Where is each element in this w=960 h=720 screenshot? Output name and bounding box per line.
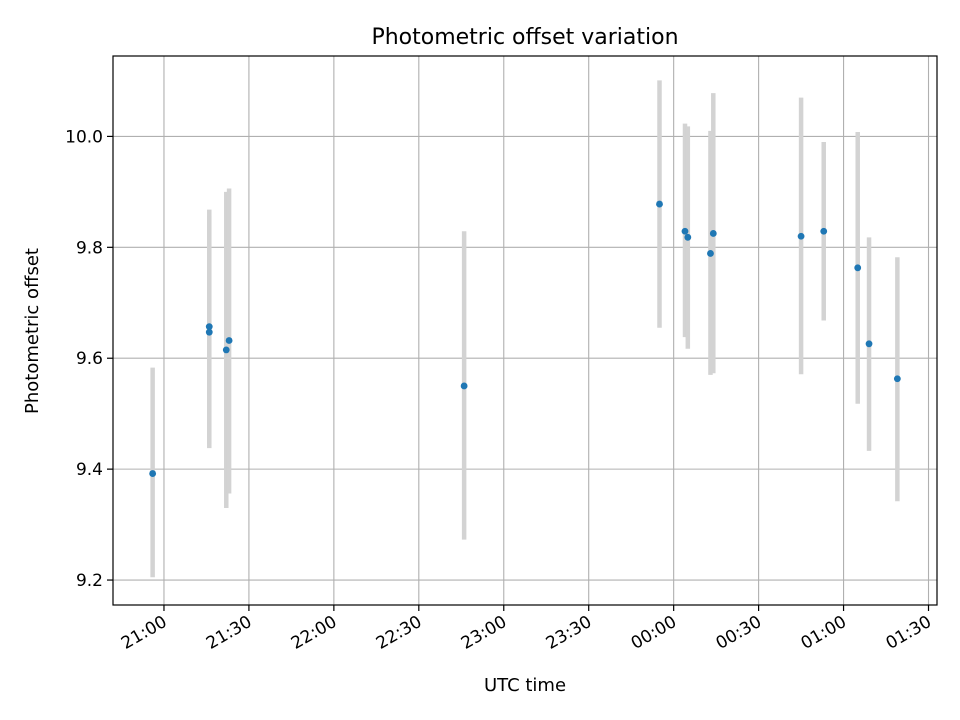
data-point — [865, 340, 873, 348]
data-points — [149, 200, 901, 477]
data-point — [709, 230, 717, 237]
y-axis-ticks: 9.2 9.4 9.6 9.8 10.0 — [65, 127, 113, 591]
data-point — [656, 200, 663, 208]
data-point — [893, 375, 901, 383]
data-point — [205, 323, 213, 331]
y-axis-label: Photometric offset — [22, 248, 43, 414]
data-point — [460, 382, 468, 390]
y-tick-label: 9.2 — [76, 571, 103, 591]
data-point — [684, 233, 692, 241]
data-point — [820, 227, 828, 235]
data-point — [205, 328, 213, 336]
plot-frame — [112, 55, 938, 606]
y-tick-label: 9.8 — [76, 238, 103, 258]
x-axis-label: UTC time — [484, 675, 566, 696]
y-tick-label: 9.4 — [76, 460, 103, 480]
data-point — [854, 264, 862, 272]
y-tick-label: 10.0 — [65, 127, 103, 147]
chart-title: Photometric offset variation — [371, 25, 678, 50]
data-point — [797, 232, 805, 240]
data-point — [681, 227, 689, 235]
data-point — [222, 346, 230, 354]
data-point — [707, 250, 714, 257]
data-point — [149, 470, 157, 477]
data-point — [225, 337, 233, 344]
y-tick-label: 9.6 — [76, 349, 103, 369]
